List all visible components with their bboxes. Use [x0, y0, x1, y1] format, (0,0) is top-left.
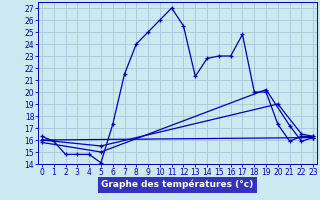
X-axis label: Graphe des températures (°c): Graphe des températures (°c): [101, 180, 254, 189]
